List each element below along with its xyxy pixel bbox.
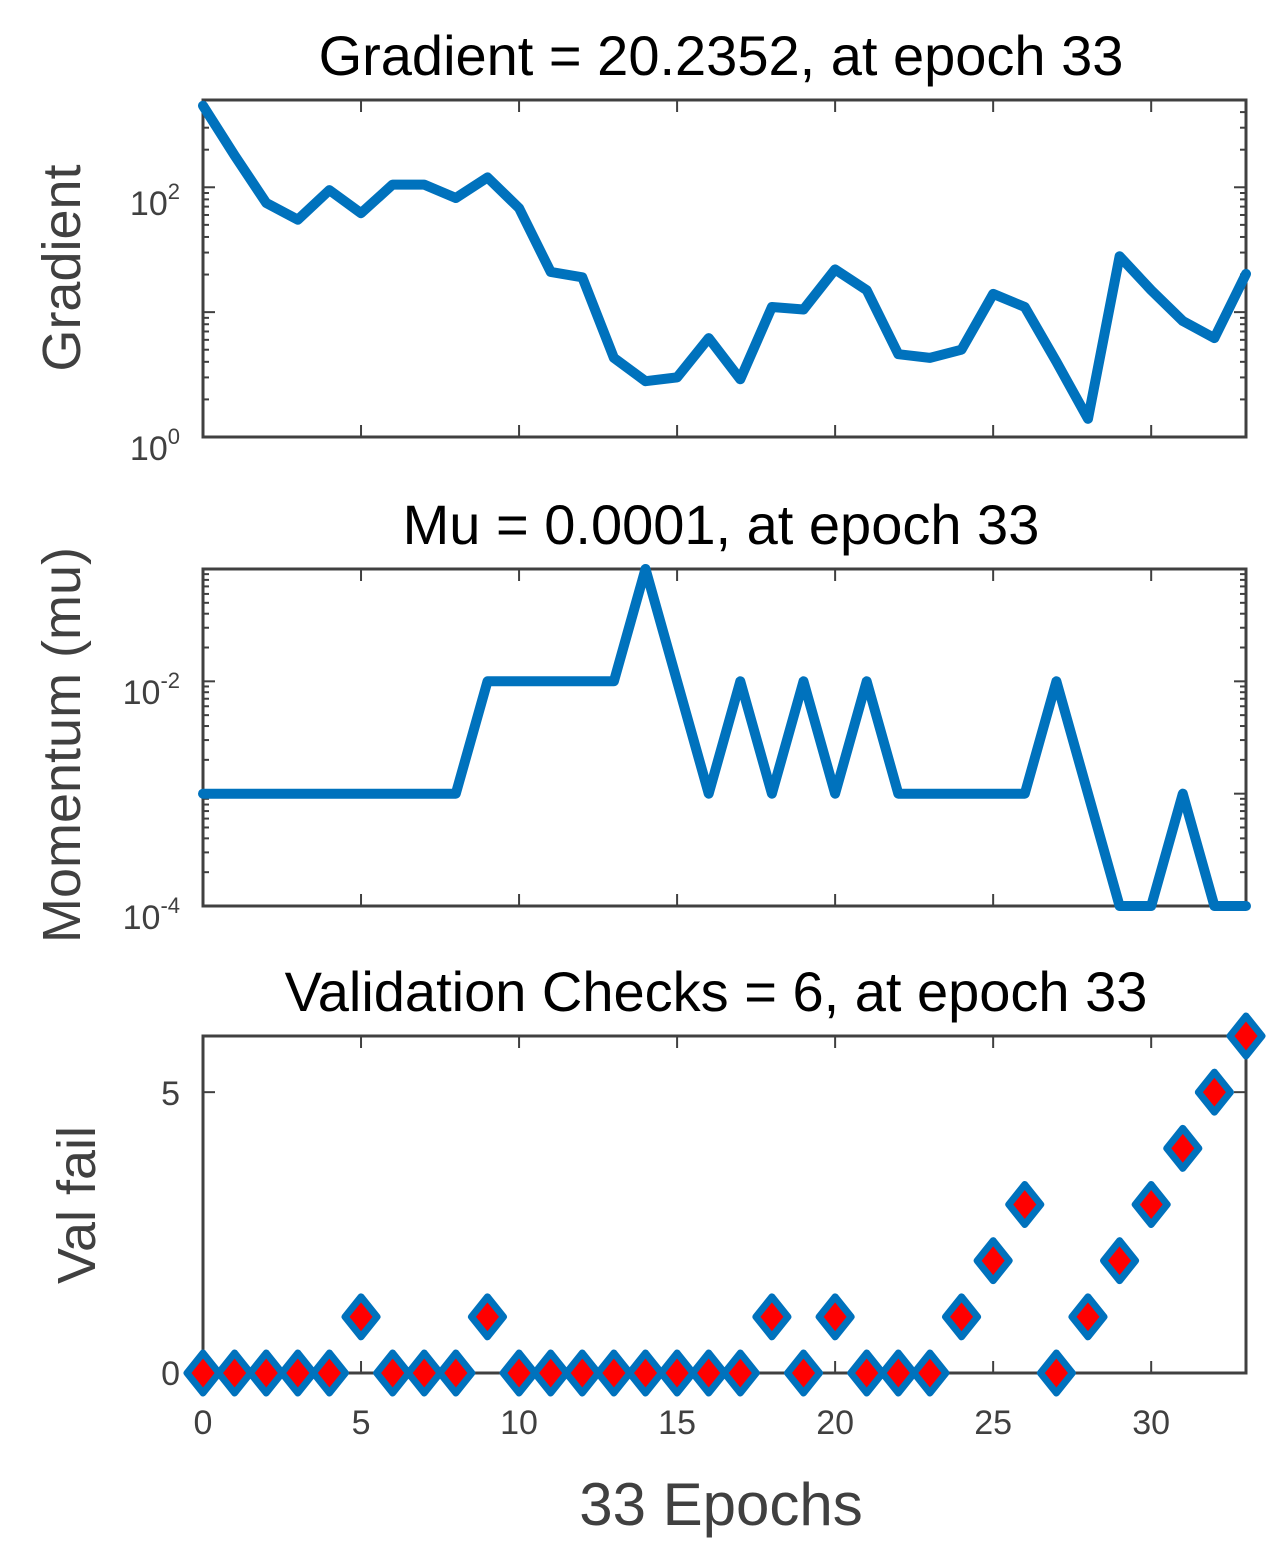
valfail-point <box>784 1349 824 1397</box>
valfail-point <box>404 1349 444 1397</box>
mu-series-line <box>198 564 1251 911</box>
valfail-point <box>689 1349 729 1397</box>
gradient-panel: Gradient = 20.2352, at epoch 33 Gradient… <box>32 24 1251 468</box>
x-tick-label: 25 <box>974 1404 1012 1442</box>
x-axis-label: 33 Epochs <box>579 1471 863 1538</box>
x-tick-label: 30 <box>1132 1404 1170 1442</box>
valfail-point <box>309 1349 349 1397</box>
gradient-axes-frame <box>201 98 1248 439</box>
valfail-markers <box>183 1012 1266 1397</box>
x-tick-label: 10 <box>500 1404 538 1442</box>
mu-title: Mu = 0.0001, at epoch 33 <box>403 493 1040 556</box>
valfail-point <box>341 1293 381 1341</box>
valfail-point <box>815 1293 855 1341</box>
x-tick-label: 20 <box>816 1404 854 1442</box>
valfail-point <box>1194 1068 1234 1116</box>
valfail-point <box>373 1349 413 1397</box>
valfail-point <box>973 1237 1013 1285</box>
mu-ylabel: Momentum (mu) <box>32 547 92 943</box>
valfail-point <box>499 1349 539 1397</box>
valfail-point <box>847 1349 887 1397</box>
valfail-point <box>1005 1181 1045 1228</box>
valfail-point <box>1163 1124 1203 1172</box>
valfail-point <box>215 1349 255 1397</box>
valfail-point <box>1036 1349 1076 1397</box>
valfail-point <box>752 1293 792 1341</box>
valfail-point <box>246 1349 286 1397</box>
valfail-point <box>942 1293 982 1341</box>
gradient-ytick-1e2: 102 <box>130 179 180 223</box>
x-tick-label: 0 <box>194 1404 213 1442</box>
valfail-ytick-0: 0 <box>161 1355 180 1393</box>
mu-axes-frame <box>201 567 1248 908</box>
valfail-ytick-5: 5 <box>161 1075 180 1113</box>
valfail-point <box>657 1349 697 1397</box>
mu-panel: Mu = 0.0001, at epoch 33 Momentum (mu) 1… <box>32 493 1251 943</box>
valfail-point <box>1226 1012 1266 1060</box>
gradient-title: Gradient = 20.2352, at epoch 33 <box>319 24 1124 87</box>
x-tick-labels: 0 5 10 15 20 25 30 <box>194 1404 1171 1442</box>
gradient-series-line <box>198 100 1251 424</box>
valfail-ylabel: Val fail <box>47 1126 107 1284</box>
x-tick-label: 15 <box>658 1404 696 1442</box>
valfail-point <box>1131 1181 1171 1228</box>
valfail-point <box>467 1293 507 1341</box>
mu-ytick-1e-2: 10-2 <box>123 668 180 712</box>
valfail-point <box>531 1349 571 1397</box>
valfail-title: Validation Checks = 6, at epoch 33 <box>285 960 1148 1023</box>
valfail-point <box>910 1349 950 1397</box>
mu-ytick-1e-4: 10-4 <box>123 893 180 937</box>
valfail-point <box>625 1349 665 1397</box>
valfail-point <box>183 1349 223 1397</box>
valfail-point <box>1068 1293 1108 1341</box>
gradient-ytick-1e0: 100 <box>130 424 180 468</box>
valfail-point <box>878 1349 918 1397</box>
gradient-axis-ticks <box>202 99 1246 438</box>
valfail-panel: Validation Checks = 6, at epoch 33 Val f… <box>47 960 1266 1538</box>
valfail-point <box>436 1349 476 1397</box>
valfail-point <box>278 1349 318 1397</box>
gradient-ylabel: Gradient <box>32 164 92 371</box>
valfail-point <box>594 1349 634 1397</box>
x-tick-label: 5 <box>352 1404 371 1442</box>
valfail-point <box>562 1349 602 1397</box>
valfail-point <box>1100 1237 1140 1285</box>
valfail-point <box>720 1349 760 1397</box>
